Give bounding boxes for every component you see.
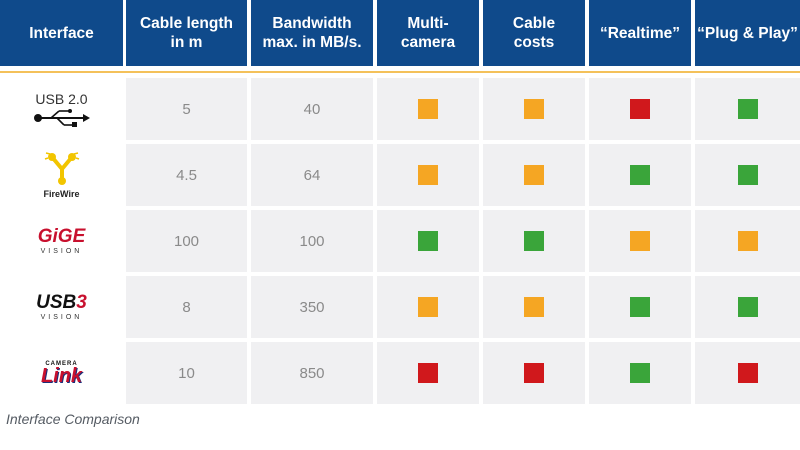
rating-square-green bbox=[630, 363, 650, 383]
plug-and-play-cell bbox=[695, 78, 800, 140]
interface-cell: GiGE VISION bbox=[0, 210, 123, 272]
rating-square-green bbox=[737, 297, 758, 317]
header-realtime: “Realtime” bbox=[589, 0, 691, 66]
header-cable-length: Cable length in m bbox=[126, 0, 247, 66]
rating-square-green bbox=[737, 165, 758, 185]
rating-square-orange bbox=[418, 99, 438, 119]
firewire-icon bbox=[44, 152, 79, 185]
plug-and-play-cell bbox=[695, 210, 800, 272]
multi-camera-cell bbox=[377, 210, 479, 272]
bandwidth-cell: 100 bbox=[251, 210, 373, 272]
realtime-cell bbox=[589, 276, 691, 338]
rating-square-red bbox=[630, 99, 650, 119]
rating-square-orange bbox=[630, 231, 650, 251]
cable-costs-cell bbox=[483, 342, 585, 404]
rating-square-orange bbox=[524, 297, 544, 317]
realtime-cell bbox=[589, 144, 691, 206]
header-multi-camera: Multi- camera bbox=[377, 0, 479, 66]
rating-square-green bbox=[630, 297, 650, 317]
interface-cell: CAMERA Link bbox=[0, 342, 123, 404]
rating-square-red bbox=[737, 363, 758, 383]
usb-2-0-logo: USB 2.0 bbox=[33, 91, 91, 127]
logo-mark-3: 3 bbox=[76, 291, 87, 313]
logo-label: GiGE bbox=[37, 225, 86, 247]
logo-label-text: USB bbox=[36, 291, 77, 313]
logo-sublabel: VISION bbox=[40, 247, 83, 255]
firewire-logo: FireWire bbox=[44, 151, 80, 199]
cable-length-cell: 4.5 bbox=[126, 144, 247, 206]
bandwidth-cell: 64 bbox=[251, 144, 373, 206]
header-plug-and-play: “Plug & Play” bbox=[695, 0, 800, 66]
figure-caption: Interface Comparison bbox=[6, 411, 140, 427]
cable-costs-cell bbox=[483, 276, 585, 338]
header-cable-costs: Cable costs bbox=[483, 0, 585, 66]
logo-label: USB 2.0 bbox=[35, 91, 88, 107]
cable-costs-cell bbox=[483, 78, 585, 140]
table-row: FireWire 4.5 64 bbox=[0, 144, 800, 206]
camera-link-logo: CAMERA Link bbox=[40, 361, 83, 387]
multi-camera-cell bbox=[377, 276, 479, 338]
rating-square-orange bbox=[418, 165, 438, 185]
table-row: GiGE VISION 100 100 bbox=[0, 210, 800, 272]
rating-square-red bbox=[418, 363, 438, 383]
rating-square-green bbox=[418, 231, 438, 251]
logo-label: Link bbox=[40, 365, 83, 387]
header-divider bbox=[0, 71, 800, 73]
logo-label: USB3 bbox=[36, 291, 87, 313]
rating-square-orange bbox=[737, 231, 758, 251]
gige-vision-logo: GiGE VISION bbox=[37, 225, 86, 255]
logo-toplabel: CAMERA bbox=[45, 361, 78, 367]
plug-and-play-cell bbox=[695, 144, 800, 206]
rating-square-green bbox=[737, 99, 758, 119]
interface-cell: USB3 VISION bbox=[0, 276, 123, 338]
header-row: Interface Cable length in m Bandwidth ma… bbox=[0, 0, 800, 66]
table-row: USB3 VISION 8 350 bbox=[0, 276, 800, 338]
realtime-cell bbox=[589, 342, 691, 404]
rating-square-red bbox=[524, 363, 544, 383]
plug-and-play-cell bbox=[695, 276, 800, 338]
cable-costs-cell bbox=[483, 210, 585, 272]
usb3-vision-logo: USB3 VISION bbox=[36, 291, 87, 321]
table-row: CAMERA Link 10 850 bbox=[0, 342, 800, 404]
multi-camera-cell bbox=[377, 144, 479, 206]
realtime-cell bbox=[589, 210, 691, 272]
table-row: USB 2.0 5 40 bbox=[0, 78, 800, 140]
rating-square-green bbox=[630, 165, 650, 185]
rating-square-orange bbox=[418, 297, 438, 317]
cable-length-cell: 8 bbox=[126, 276, 247, 338]
cable-length-cell: 5 bbox=[126, 78, 247, 140]
rating-square-green bbox=[524, 231, 544, 251]
interface-cell: USB 2.0 bbox=[0, 78, 123, 140]
header-bandwidth: Bandwidth max. in MB/s. bbox=[251, 0, 373, 66]
header-interface: Interface bbox=[0, 0, 123, 66]
logo-sublabel: VISION bbox=[40, 313, 83, 321]
logo-label: FireWire bbox=[43, 189, 80, 199]
plug-and-play-cell bbox=[695, 342, 800, 404]
bandwidth-cell: 350 bbox=[251, 276, 373, 338]
multi-camera-cell bbox=[377, 342, 479, 404]
cable-length-cell: 10 bbox=[126, 342, 247, 404]
realtime-cell bbox=[589, 78, 691, 140]
rating-square-orange bbox=[524, 165, 544, 185]
usb-trident-icon bbox=[33, 109, 90, 127]
cable-costs-cell bbox=[483, 144, 585, 206]
interface-cell: FireWire bbox=[0, 144, 123, 206]
cable-length-cell: 100 bbox=[126, 210, 247, 272]
rating-square-orange bbox=[524, 99, 544, 119]
multi-camera-cell bbox=[377, 78, 479, 140]
bandwidth-cell: 850 bbox=[251, 342, 373, 404]
bandwidth-cell: 40 bbox=[251, 78, 373, 140]
